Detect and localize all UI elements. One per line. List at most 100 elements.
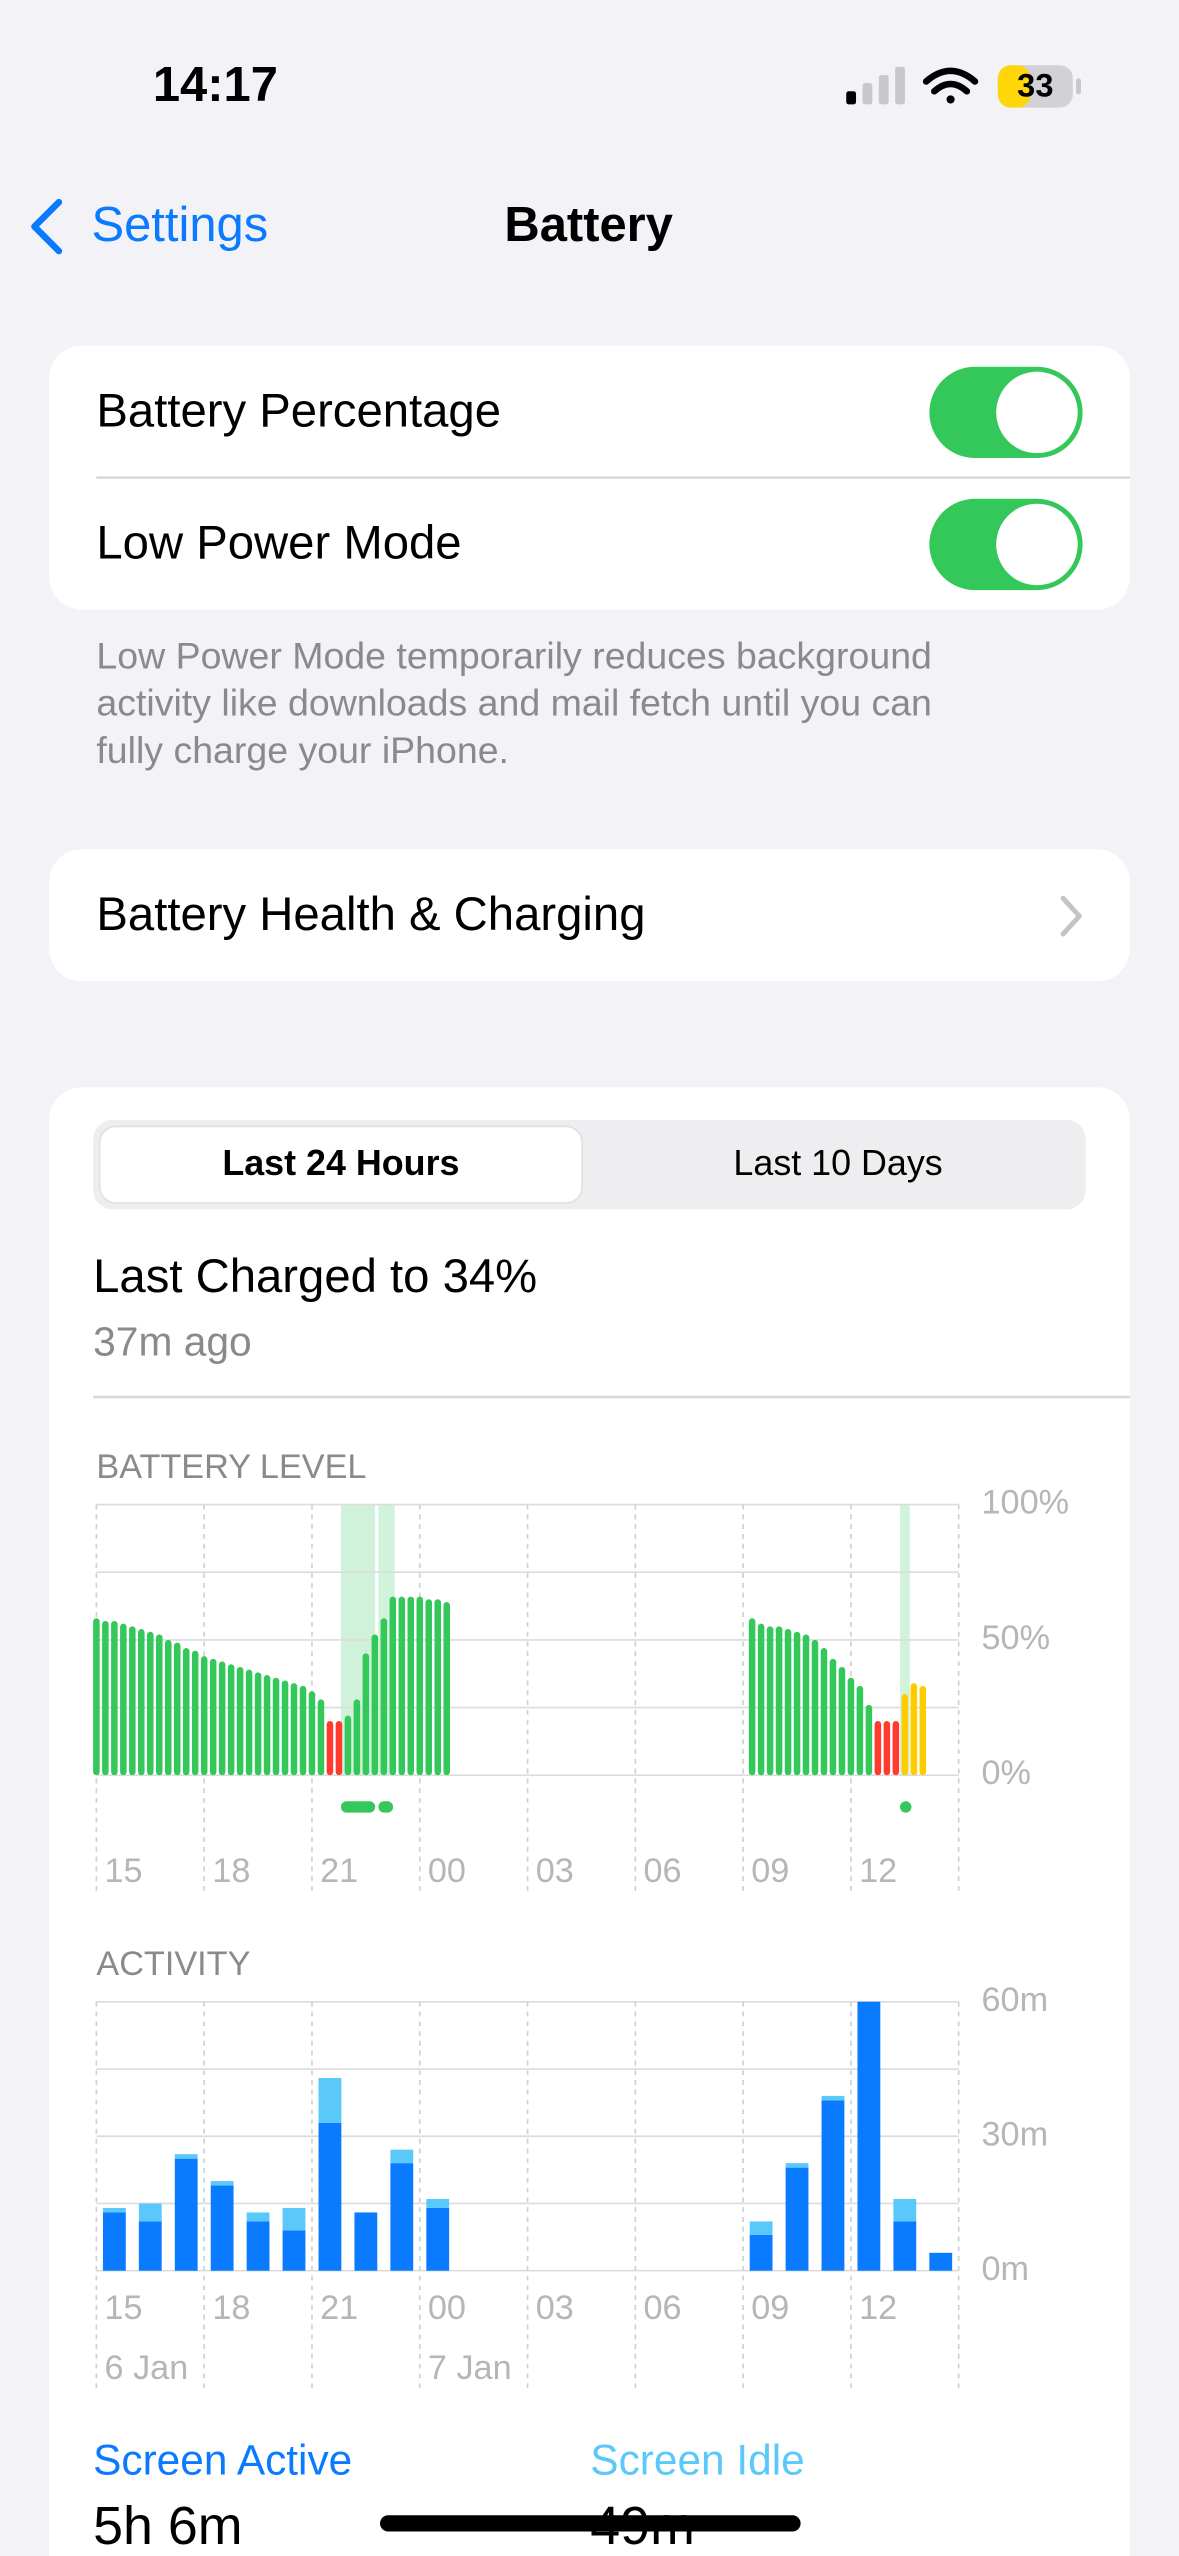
charging-dots <box>340 1801 912 1813</box>
signal-icon <box>846 66 905 105</box>
x-tick-label: 09 <box>751 1852 789 1890</box>
y-tick-label: 100% <box>982 1484 1070 1522</box>
bar-segment <box>318 2122 342 2271</box>
bar <box>829 1658 837 1776</box>
section-title: BATTERY LEVEL <box>96 1448 366 1486</box>
back-label[interactable]: Settings <box>92 198 269 252</box>
section-title: ACTIVITY <box>96 1945 250 1983</box>
back-button[interactable]: Settings <box>31 198 269 255</box>
x-tick-label: 21 <box>320 2289 358 2327</box>
bar <box>254 1672 262 1776</box>
y-tick-label: 30m <box>982 2115 1049 2153</box>
bar <box>380 1618 388 1776</box>
bar-segment <box>929 2252 953 2271</box>
bar <box>227 1664 235 1776</box>
bar-segment <box>246 2212 270 2222</box>
status-time: 14:17 <box>153 58 278 112</box>
home-indicator <box>380 2515 801 2532</box>
row-label[interactable]: Battery Health & Charging <box>96 888 645 941</box>
bar <box>820 1648 828 1776</box>
bar <box>209 1658 217 1776</box>
bar-segment <box>785 2167 809 2271</box>
card <box>49 849 1130 982</box>
x-tick-label: 15 <box>105 1852 143 1890</box>
bar-segment <box>318 2077 342 2123</box>
bar <box>129 1626 136 1776</box>
bar-segment <box>174 2154 198 2159</box>
bar-segment <box>138 2221 162 2271</box>
card <box>49 1087 1130 2556</box>
last-charged: Last Charged to 34% <box>93 1250 537 1303</box>
bar-segment <box>390 2163 414 2271</box>
row-label: Battery Percentage <box>96 385 501 438</box>
bar <box>138 1629 145 1776</box>
bar-segment <box>857 2001 881 2271</box>
x-tick-label: 21 <box>320 1852 358 1890</box>
charts: BATTERY LEVEL 15 18 21 00 03 06 09 12 100% 50% 0% AC… <box>93 1448 1070 2389</box>
bar-segment <box>749 2221 773 2235</box>
bar-segment <box>282 2207 306 2231</box>
y-tick-label: 50% <box>982 1619 1051 1657</box>
date-label: 6 Jan <box>105 2349 189 2387</box>
bar-segment <box>893 2199 917 2222</box>
bar-segment <box>246 2221 270 2271</box>
bar <box>182 1648 190 1776</box>
bar <box>748 1618 756 1776</box>
bar <box>865 1704 873 1776</box>
bar <box>299 1685 307 1776</box>
bar <box>111 1620 118 1776</box>
bar <box>838 1666 846 1776</box>
x-tick-label: 09 <box>751 2289 789 2327</box>
footer-note: activity like downloads and mail fetch u… <box>96 682 932 724</box>
bar <box>901 1694 909 1776</box>
bar <box>434 1599 441 1776</box>
bar <box>407 1596 415 1776</box>
bar-segment <box>426 2207 450 2271</box>
bar-segment <box>210 2185 234 2271</box>
bar-segment <box>426 2199 450 2208</box>
health-row[interactable]: Battery Health & Charging <box>49 849 1130 982</box>
bar <box>919 1685 927 1776</box>
bar <box>856 1685 864 1776</box>
bar <box>102 1620 109 1776</box>
x-tick-label: 06 <box>643 2289 681 2327</box>
bar <box>326 1721 334 1776</box>
x-tick-label: 03 <box>536 1852 574 1890</box>
segment-selected[interactable] <box>98 1125 583 1204</box>
bar <box>120 1623 127 1776</box>
bar <box>371 1634 379 1776</box>
x-tick-label: 12 <box>859 1852 897 1890</box>
bar <box>811 1639 819 1776</box>
bar <box>362 1653 370 1776</box>
bar <box>784 1629 792 1776</box>
back-chevron <box>31 198 63 255</box>
bar <box>892 1721 900 1776</box>
bar-segment <box>174 2158 198 2271</box>
battery-level: 33 <box>1017 67 1053 104</box>
toggle[interactable] <box>929 498 1083 591</box>
wifi-icon <box>922 67 979 104</box>
x-tick-label: 15 <box>105 2289 143 2327</box>
bar <box>353 1699 361 1776</box>
bar <box>200 1656 208 1776</box>
bar <box>308 1691 316 1776</box>
bar-segment <box>354 2212 378 2271</box>
nav-title: Battery <box>504 198 672 252</box>
bar-segment <box>138 2203 162 2222</box>
segment-label[interactable]: Last 24 Hours <box>222 1143 459 1183</box>
row-label: Low Power Mode <box>96 517 461 570</box>
x-tick-label: 03 <box>536 2289 574 2327</box>
segment-label[interactable]: Last 10 Days <box>733 1143 942 1183</box>
x-tick-label: 18 <box>212 1852 250 1890</box>
toggle[interactable] <box>929 366 1083 459</box>
bar <box>766 1626 774 1776</box>
bar <box>847 1677 855 1776</box>
bar <box>443 1601 450 1776</box>
bar <box>191 1650 199 1776</box>
bar <box>263 1675 271 1776</box>
x-tick-label: 12 <box>859 2289 897 2327</box>
bar-segment <box>390 2149 414 2164</box>
bar-segment <box>821 2100 845 2271</box>
